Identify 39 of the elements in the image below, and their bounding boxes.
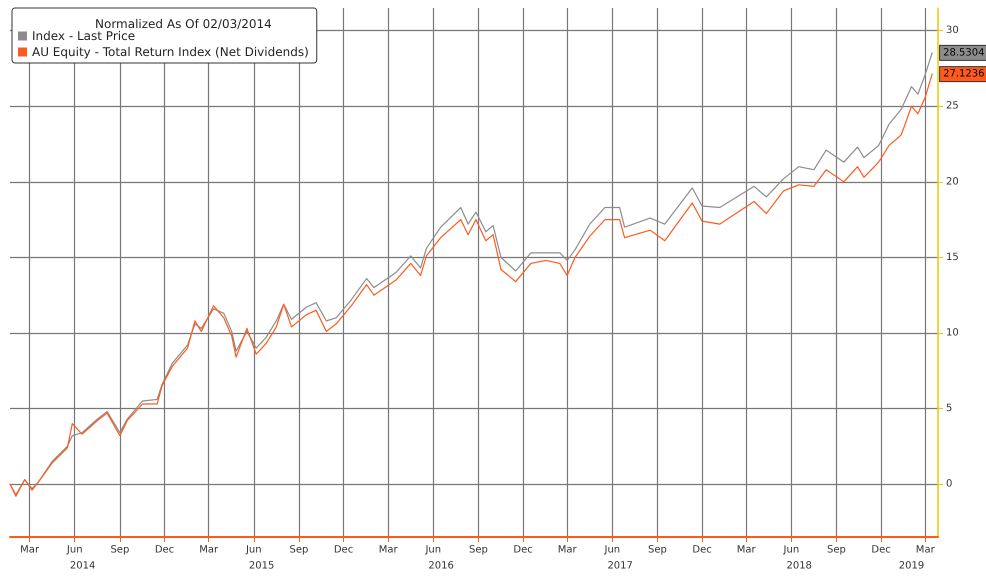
legend-label: AU Equity - Total Return Index (Net Dividends): [32, 45, 309, 59]
y-tick-label: 25: [946, 100, 959, 112]
x-tick-label: Jun: [66, 544, 83, 556]
x2-tick-label: 2015: [248, 560, 274, 572]
y-tick-label: 0: [946, 478, 952, 490]
x-tick-label: Dec: [692, 544, 712, 556]
x-tick-label: Dec: [154, 544, 174, 556]
x-tick-label: Dec: [513, 544, 533, 556]
legend-label: Index - Last Price: [32, 29, 136, 43]
x-tick-label: Jun: [244, 544, 262, 556]
y-tick-label: 30: [946, 25, 959, 36]
x-tick-label: Jun: [604, 544, 620, 556]
x-tick-label: Jun: [424, 544, 442, 556]
x-tick-label: Sep: [289, 544, 308, 556]
x-tick-label: Dec: [334, 544, 354, 556]
x-tick-label: Jun: [782, 544, 800, 556]
x-tick-label: Dec: [871, 544, 891, 556]
data-label: 28.5304: [943, 47, 984, 58]
x-tick-label: Mar: [199, 544, 219, 556]
y-tick-label: 20: [946, 176, 959, 188]
x-tick-label: Mar: [20, 544, 40, 556]
x2-tick-label: 2019: [898, 560, 924, 572]
y-tick-label: 10: [946, 327, 959, 338]
x-tick-label: Mar: [378, 544, 398, 556]
x-tick-label: Mar: [916, 544, 936, 556]
y-tick-label: 5: [946, 403, 952, 414]
legend-title: Normalized As Of 02/03/2014: [95, 17, 272, 31]
x-tick-label: Sep: [468, 544, 488, 556]
x-tick-label: Sep: [648, 544, 667, 556]
x2-tick-label: 2014: [70, 560, 96, 572]
y-tick-label: 15: [946, 252, 959, 263]
x2-tick-label: 2016: [428, 560, 454, 572]
x-tick-label: Sep: [110, 544, 130, 556]
x-tick-label: Mar: [736, 544, 757, 556]
x-tick-label: Mar: [558, 544, 578, 556]
x2-tick-label: 2018: [786, 560, 812, 572]
data-label: 27.1236: [943, 68, 984, 80]
x2-tick-label: 2017: [607, 560, 633, 572]
x-tick-label: Sep: [827, 544, 846, 556]
